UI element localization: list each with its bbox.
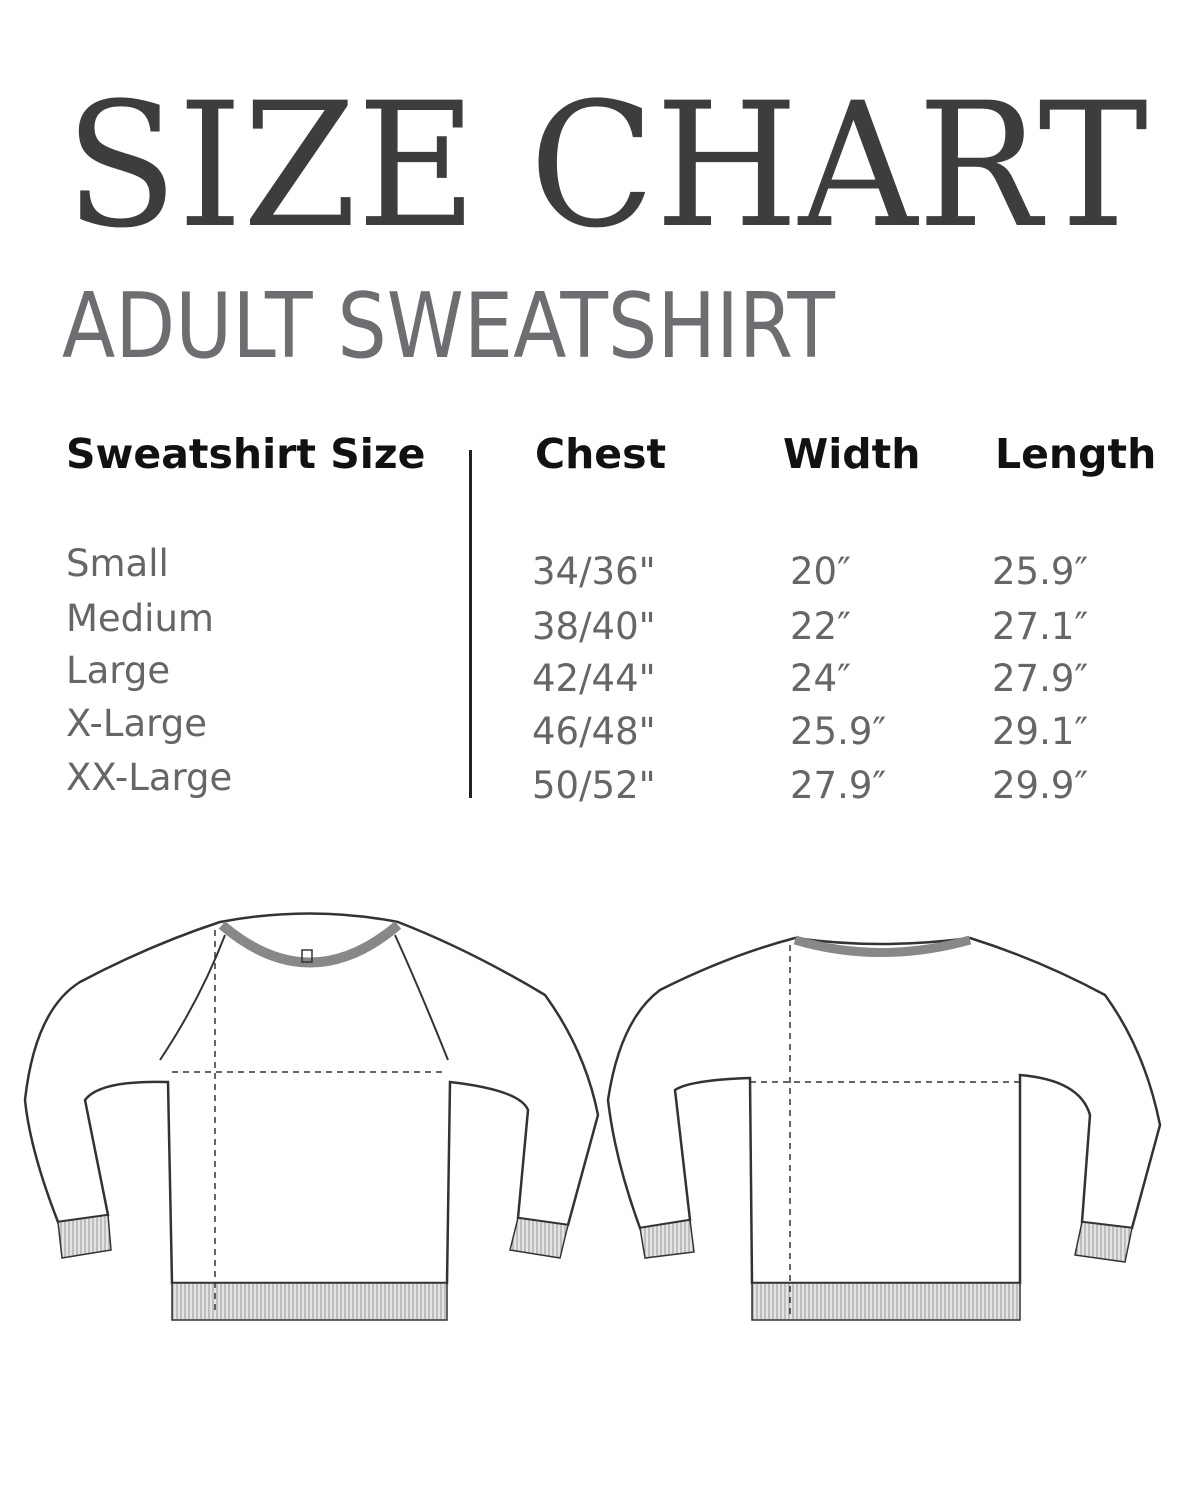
header-chest: Chest (535, 430, 667, 478)
front-outline (23, 912, 600, 1285)
header-size: Sweatshirt Size (66, 430, 426, 478)
cell-width: 22″ (790, 605, 851, 648)
cell-length: 27.9″ (992, 657, 1089, 700)
header-width: Width (783, 430, 921, 478)
cell-length: 29.1″ (992, 710, 1089, 753)
cell-length: 25.9″ (992, 550, 1089, 593)
back-left-cuff (639, 1219, 695, 1259)
column-divider (469, 450, 472, 798)
cell-size: XX-Large (66, 756, 233, 799)
cell-chest: 38/40" (532, 605, 656, 648)
cell-chest: 46/48" (532, 710, 656, 753)
cell-width: 25.9″ (790, 710, 887, 753)
back-right-cuff (1074, 1221, 1133, 1263)
cell-width: 24″ (790, 657, 851, 700)
front-right-cuff (509, 1217, 569, 1259)
cell-chest: 34/36" (532, 550, 656, 593)
front-left-cuff (57, 1214, 112, 1259)
cell-size: Small (66, 542, 169, 585)
page-title: SIZE CHART (65, 65, 1148, 266)
heading-area: SIZE CHART ADULT SWEATSHIRT (62, 65, 1148, 379)
cell-length: 27.1″ (992, 605, 1089, 648)
cell-size: Medium (66, 597, 214, 640)
cell-size: X-Large (66, 702, 207, 745)
cell-length: 29.9″ (992, 764, 1089, 807)
raglan-seams (159, 934, 449, 1061)
front-hem-rib (171, 1282, 448, 1321)
back-hem-rib (751, 1282, 1021, 1321)
cell-chest: 50/52" (532, 764, 656, 807)
front-label-icon (301, 949, 313, 963)
cell-width: 27.9″ (790, 764, 887, 807)
page-subtitle: ADULT SWEATSHIRT (62, 274, 836, 379)
sweatshirt-front (23, 912, 600, 1321)
sweatshirt-back (606, 935, 1162, 1321)
back-collar (793, 935, 972, 957)
cell-size: Large (66, 649, 171, 692)
cell-chest: 42/44" (532, 657, 656, 700)
header-length: Length (995, 430, 1157, 478)
front-collar (218, 921, 402, 968)
back-outline (606, 936, 1162, 1285)
cell-width: 20″ (790, 550, 851, 593)
